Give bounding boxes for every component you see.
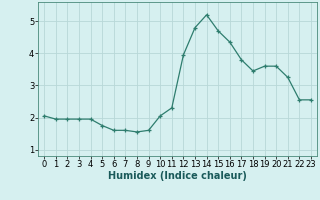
X-axis label: Humidex (Indice chaleur): Humidex (Indice chaleur) — [108, 171, 247, 181]
